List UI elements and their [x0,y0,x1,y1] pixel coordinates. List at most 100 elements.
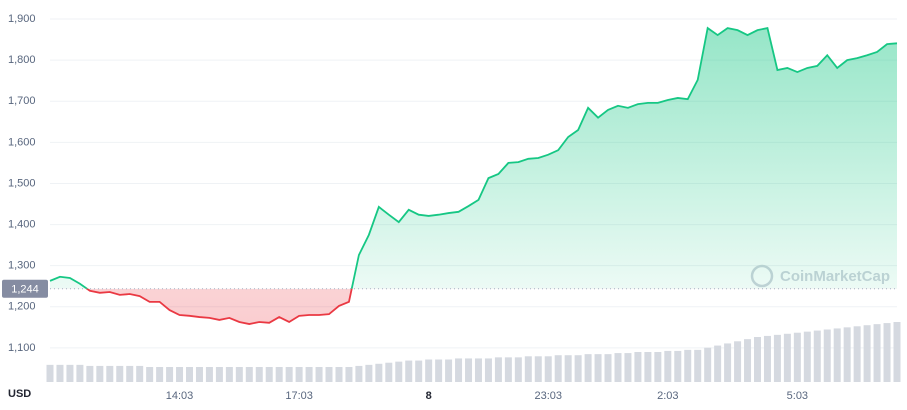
volume-bar [504,357,512,382]
volume-bar [86,365,94,382]
plot: 1,100 1,200 1,300 1,400 1,500 1,600 1,700 1,800… [2,13,901,402]
volume-bar [76,364,84,382]
volume-bar [694,349,702,382]
volume-bar [614,353,622,382]
volume-bar [425,359,433,382]
volume-bar [245,367,253,382]
volume-bar [744,339,752,382]
x-tick-label: 2:03 [657,390,678,402]
volume-bar [773,334,781,382]
volume-bar [674,350,682,382]
volume-bar [205,367,213,382]
volume-bar [584,354,592,382]
price-area-down [50,288,897,325]
y-tick-label: 1,500 [8,177,36,189]
volume-bar [474,358,482,382]
volume-bar [763,335,771,382]
volume-bar [724,343,732,382]
volume-bar [56,364,64,382]
volume-bar [843,327,851,382]
price-line-down [85,288,353,325]
x-tick-label: 14:03 [166,390,194,402]
y-tick-label: 1,200 [8,301,36,313]
volume-bar [355,365,363,382]
volume-bar [893,322,901,382]
volume-bar [554,355,562,382]
volume-bar [514,357,522,382]
y-tick-label: 1,300 [8,260,36,272]
currency-label: USD [8,388,31,400]
volume-bar [166,367,174,382]
volume-bar [365,364,373,382]
volume-bar [255,367,263,382]
volume-bar [793,332,801,382]
volume-bar [275,367,283,382]
volume-bar [714,345,722,382]
volume-bar [883,323,891,382]
volume-bar [524,356,532,382]
volume-bar [375,363,383,382]
volume-bar [544,356,552,382]
volume-bar [435,359,443,382]
volume-bar [455,358,463,382]
volume-bar [46,364,54,382]
x-tick-label: 8 [426,390,432,402]
volume-bar [664,350,672,382]
volume-bar [285,367,293,382]
volume-bar [484,358,492,382]
volume-bar [225,367,233,382]
volume-bar [215,367,223,382]
volume-bar [136,365,144,382]
price-area-up [50,28,897,289]
x-tick-label: 23:03 [534,390,562,402]
volume-bar [823,329,831,382]
volume-bar [813,330,821,382]
volume-bar [156,367,164,382]
volume-bar [873,324,881,382]
volume-bar [803,331,811,382]
volume-bar [564,355,572,382]
volume-bar [235,367,243,382]
volume-bar [415,360,423,382]
y-tick-label: 1,900 [8,13,36,25]
volume-bar [195,367,203,382]
volume-bar [106,365,114,382]
volume-bar [654,352,662,382]
volume-bar [863,325,871,382]
volume-bar [594,354,602,382]
volume-bar [574,355,582,382]
volume-bar [186,367,194,382]
y-tick-label: 1,400 [8,218,36,230]
volume-bar [465,358,473,382]
volume-bar [734,341,742,382]
volume-bar [116,365,124,382]
volume-bar [345,367,353,382]
volume-bar [295,367,303,382]
volume-bar [853,326,861,382]
baseline-label: 1,244 [11,284,39,296]
volume-bar [405,360,413,382]
volume-bar [315,367,323,382]
volume-bar [146,367,154,382]
y-tick-label: 1,100 [8,342,36,354]
x-tick-label: 17:03 [285,390,313,402]
volume-bar [176,367,184,382]
volume-bar [644,352,652,382]
volume-bar [624,353,632,382]
volume-bar [534,356,542,382]
baseline-label-box [2,279,48,298]
volume-bar [325,367,333,382]
y-tick-label: 1,700 [8,95,36,107]
volume-bar [126,365,134,382]
y-tick-label: 1,800 [8,54,36,66]
x-tick-label: 5:03 [787,390,808,402]
volume-bar [96,365,104,382]
volume-bar [833,328,841,382]
volume-bar [684,349,692,382]
volume-bar [494,357,502,382]
volume-bar [445,359,453,382]
volume-bar [265,367,273,382]
volume-bar [704,347,712,382]
volume-bar [753,337,761,382]
